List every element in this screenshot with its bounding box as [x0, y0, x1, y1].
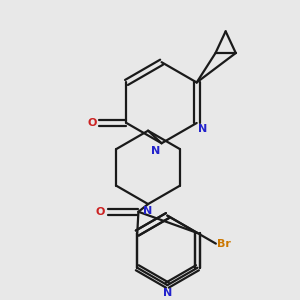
Text: N: N — [143, 206, 153, 216]
Text: N: N — [151, 146, 160, 156]
Text: Br: Br — [217, 238, 231, 249]
Text: N: N — [163, 288, 172, 298]
Text: N: N — [198, 124, 207, 134]
Text: O: O — [87, 118, 97, 128]
Text: O: O — [95, 207, 105, 217]
